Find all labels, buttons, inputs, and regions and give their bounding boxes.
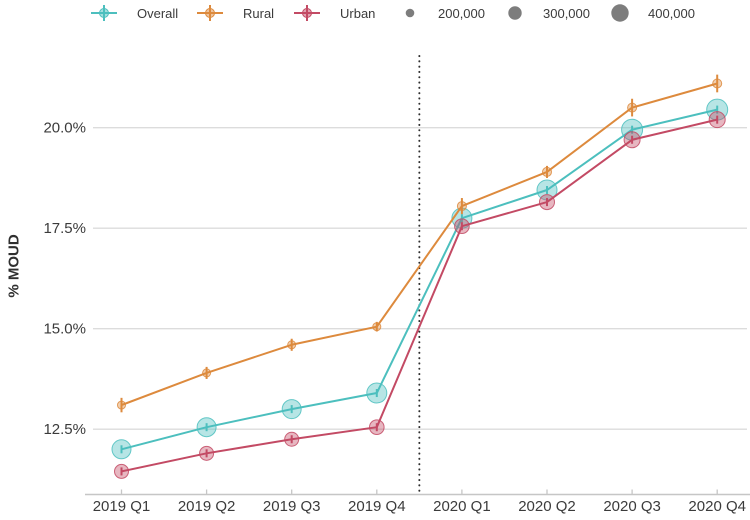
x-tick-label: 2019 Q3	[263, 498, 321, 515]
axis-layer: 2019 Q1 2019 Q2 2019 Q3 2019 Q4 2020 Q1 2020 …	[85, 489, 750, 515]
y-tick-label: 12.5%	[43, 421, 86, 438]
series-line-rural	[121, 82, 718, 407]
y-tick-label: 17.5%	[43, 220, 86, 237]
series-line-urban	[121, 118, 718, 473]
legend-layer: Overall Rural Urban 200,000 300,000 400,000	[91, 4, 695, 22]
legend-bubble-marker-overall	[99, 8, 109, 18]
grid-layer: 12.5% 15.0% 17.5% 20.0%	[43, 120, 747, 438]
series-line-overall	[121, 108, 718, 451]
x-tick-label: 2019 Q2	[178, 498, 236, 515]
legend-item-rural: Rural	[197, 5, 274, 21]
y-axis-title: % MOUD	[6, 234, 23, 298]
legend-item-overall: Overall	[91, 5, 178, 21]
x-tick-label: 2020 Q3	[603, 498, 661, 515]
x-tick-label: 2020 Q1	[433, 498, 491, 515]
size-legend-item-1: 200,000	[405, 6, 485, 21]
x-tick-label: 2019 Q1	[93, 498, 151, 515]
size-legend-item-2: 300,000	[508, 6, 590, 21]
legend-bubble-marker-rural	[205, 8, 215, 18]
x-tick-label: 2020 Q4	[688, 498, 746, 515]
legend-item-urban: Urban	[294, 5, 375, 21]
x-tick-label: 2019 Q4	[348, 498, 406, 515]
size-legend-label: 400,000	[648, 6, 695, 21]
size-legend-circle	[611, 4, 629, 22]
x-tick-label: 2020 Q2	[518, 498, 576, 515]
size-legend-item-3: 400,000	[611, 4, 695, 22]
size-legend-label: 300,000	[543, 6, 590, 21]
y-tick-label: 15.0%	[43, 321, 86, 338]
y-tick-label: 20.0%	[43, 120, 86, 137]
legend-label-overall: Overall	[137, 6, 178, 21]
series-layer	[111, 74, 729, 479]
size-legend-circle	[405, 8, 415, 18]
size-legend-label: 200,000	[438, 6, 485, 21]
legend-label-rural: Rural	[243, 6, 274, 21]
legend-label-urban: Urban	[340, 6, 375, 21]
size-legend-circle	[508, 6, 522, 20]
legend-bubble-marker-urban	[302, 8, 312, 18]
